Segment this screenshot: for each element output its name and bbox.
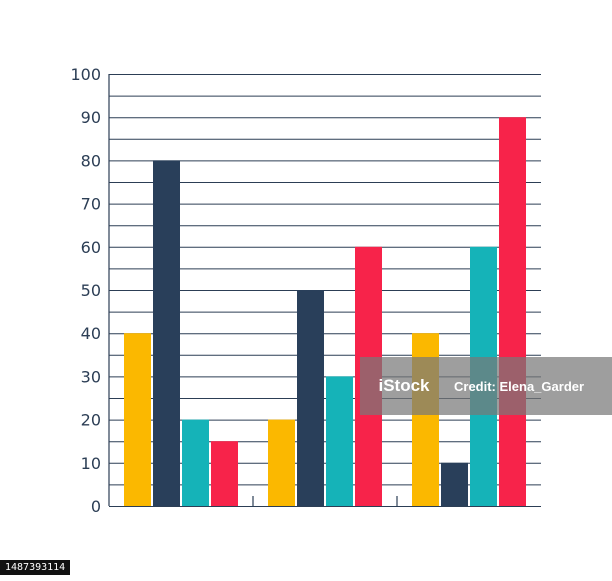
bar <box>182 419 209 506</box>
y-tick-label: 60 <box>81 238 101 257</box>
y-tick-label: 20 <box>81 411 101 430</box>
watermark-credit: Credit: Elena_Garder <box>454 378 585 394</box>
bar <box>441 462 468 506</box>
y-tick-label: 40 <box>81 324 101 343</box>
bar <box>268 419 295 506</box>
y-tick-label: 80 <box>81 151 101 170</box>
bar <box>211 441 238 506</box>
bar <box>297 290 324 506</box>
y-tick-label: 100 <box>70 65 101 84</box>
watermark: iStock Credit: Elena_Garder <box>360 357 612 415</box>
stock-image-id: 1487393114 <box>0 560 71 575</box>
y-tick-label: 70 <box>81 195 101 214</box>
y-tick-label: 30 <box>81 367 101 386</box>
y-tick-label: 10 <box>81 454 101 473</box>
bar <box>124 333 151 506</box>
bar <box>326 376 353 506</box>
y-tick-label: 50 <box>81 281 101 300</box>
bar <box>499 117 526 506</box>
bar <box>153 160 180 506</box>
y-tick-label: 0 <box>91 497 101 516</box>
y-tick-label: 90 <box>81 108 101 127</box>
istock-logo: iStock <box>378 376 430 395</box>
